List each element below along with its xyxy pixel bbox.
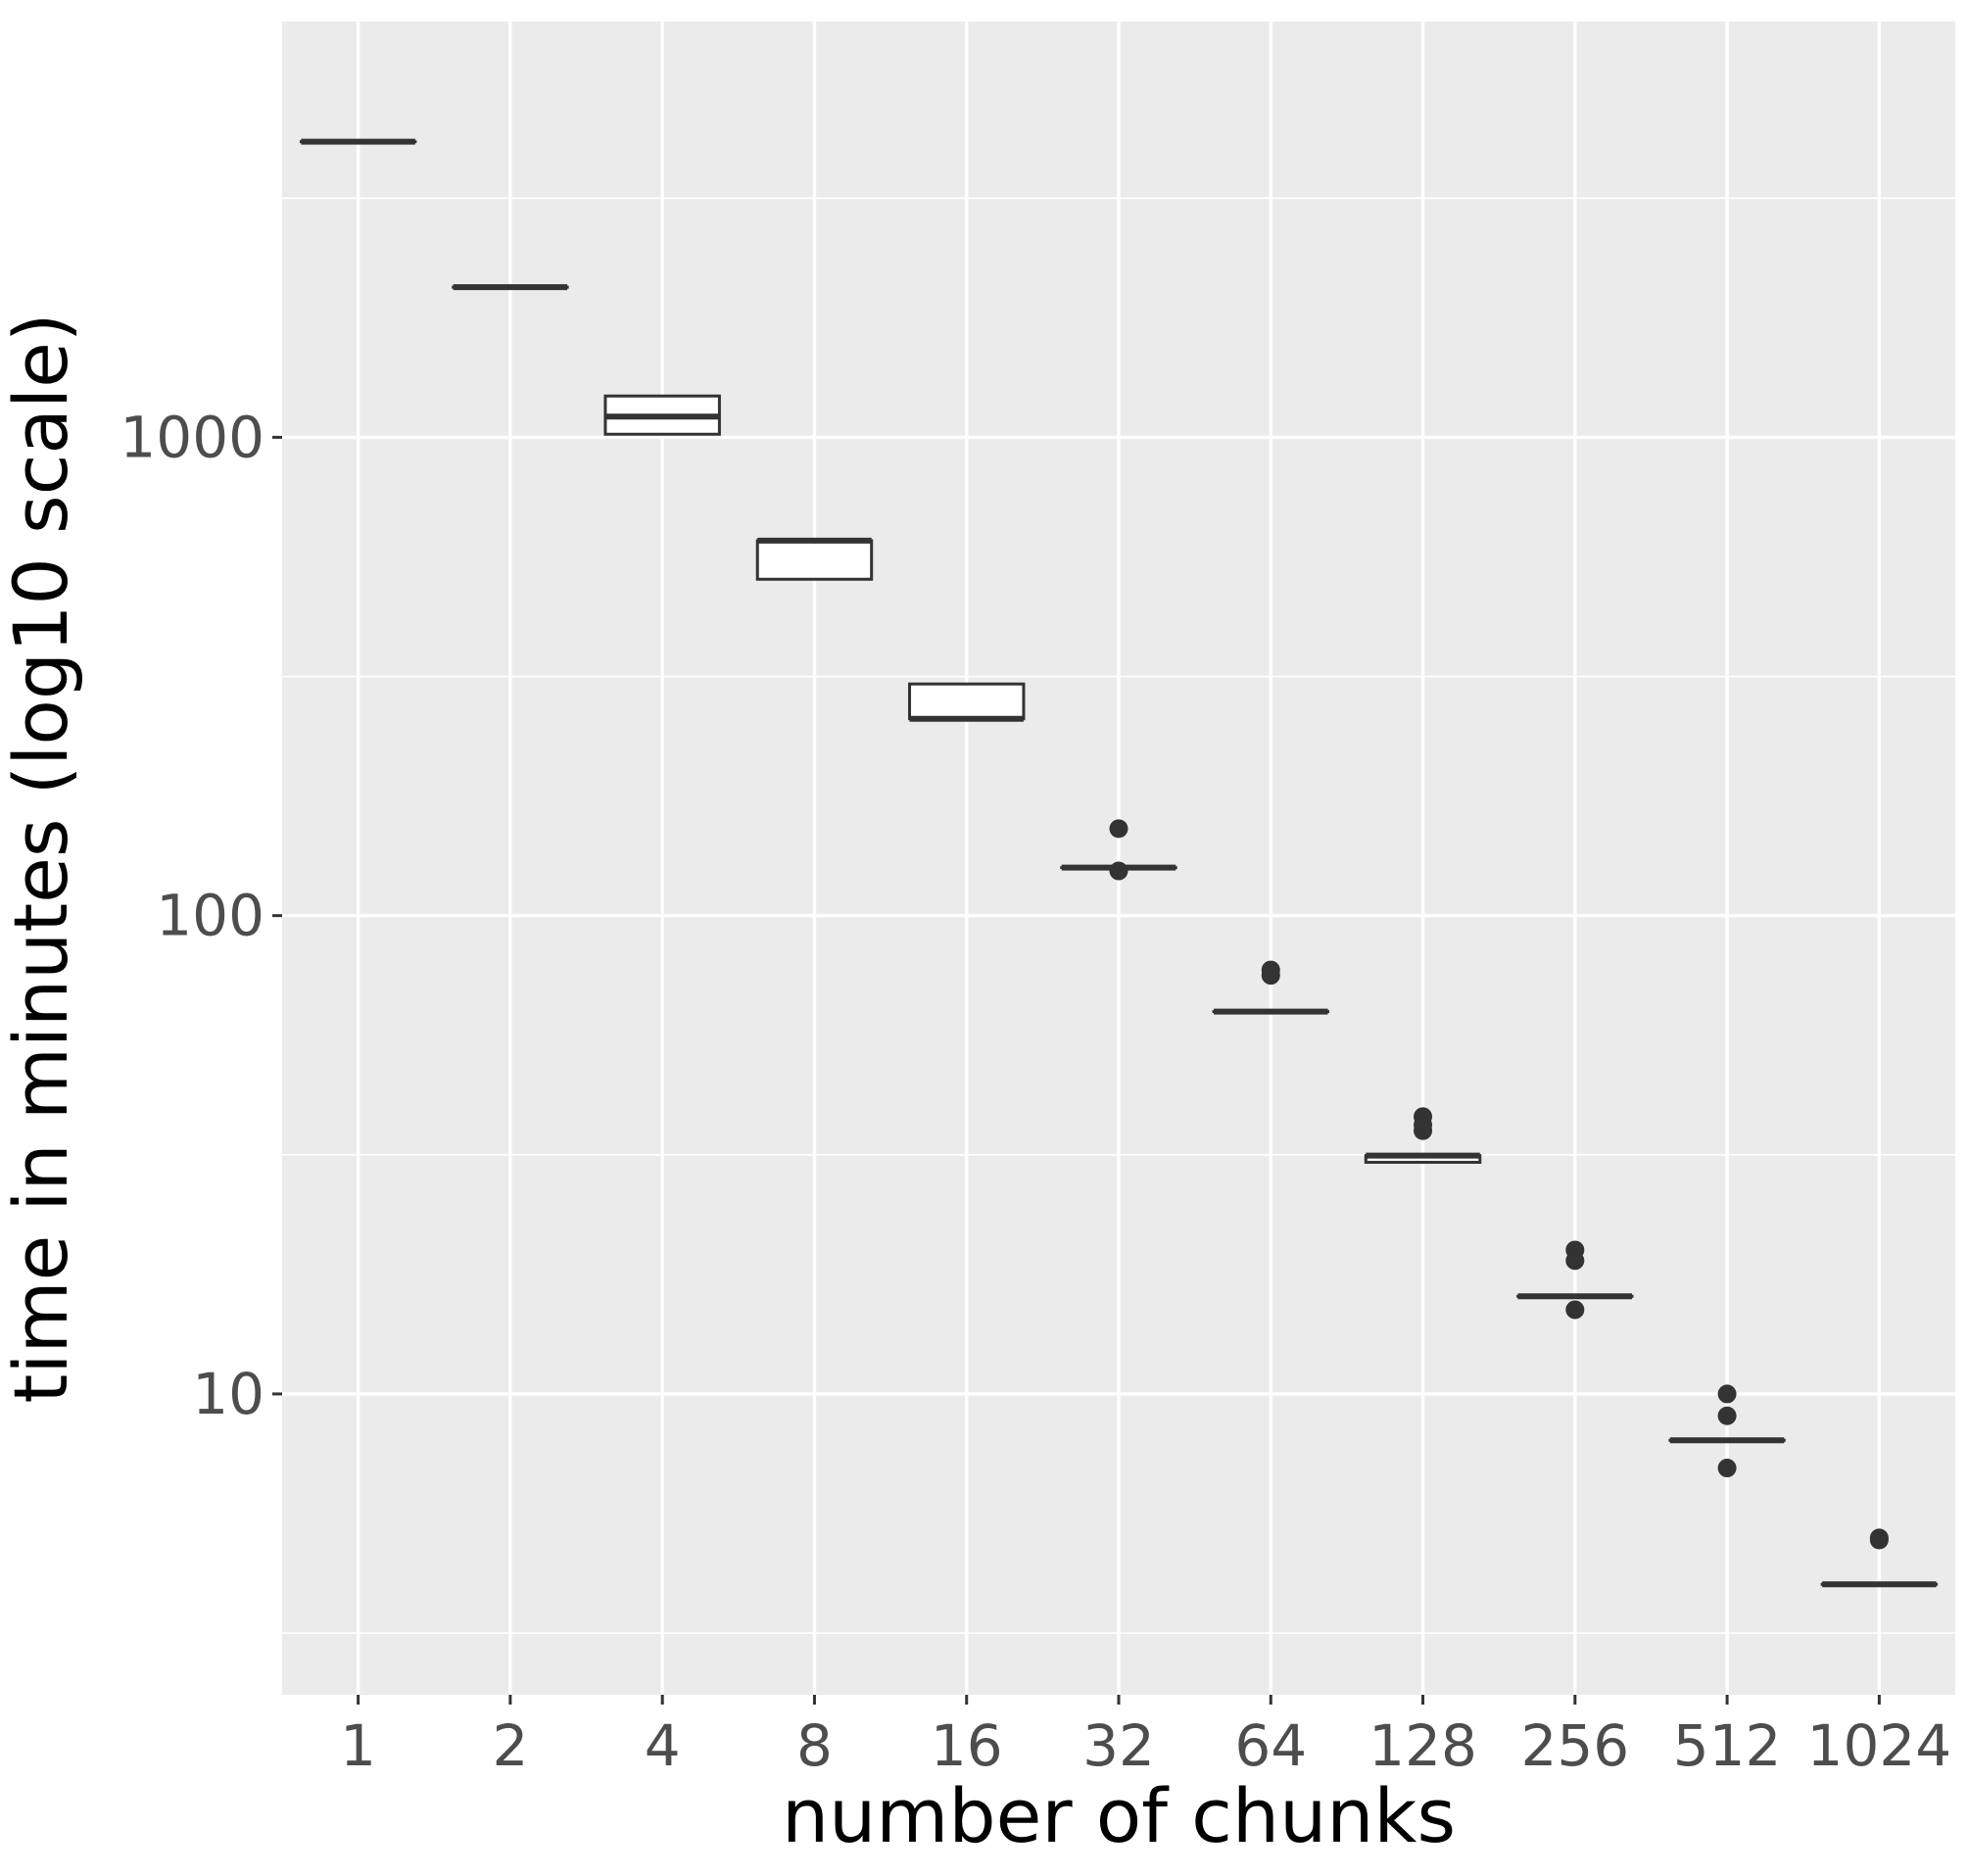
box-1024 — [1820, 1528, 1939, 1588]
outlier-point — [1717, 1384, 1737, 1404]
x-tick-label: 128 — [1368, 1712, 1477, 1779]
box-256 — [1516, 1240, 1634, 1320]
box-128 — [1364, 1107, 1482, 1164]
y-tick-label: 100 — [156, 883, 264, 949]
x-tick-label: 1024 — [1807, 1712, 1952, 1779]
box-8 — [755, 537, 874, 581]
x-tick-label: 256 — [1520, 1712, 1629, 1779]
major-gridlines — [282, 22, 1955, 1695]
x-axis-title: number of chunks — [782, 1772, 1456, 1859]
x-axis: 1 2 4 8 16 32 64 128 256 512 1024 — [340, 1695, 1951, 1779]
outlier-point — [1717, 1406, 1737, 1425]
x-tick-label: 8 — [796, 1712, 833, 1779]
x-tick-label: 4 — [645, 1712, 681, 1779]
outlier-point — [1565, 1251, 1585, 1271]
boxes-layer — [299, 138, 1939, 1588]
x-tick-label: 2 — [492, 1712, 528, 1779]
box-512 — [1668, 1384, 1786, 1478]
y-axis-title: time in minutes (log10 scale) — [0, 313, 84, 1404]
outlier-point — [1565, 1300, 1585, 1320]
box-64 — [1212, 960, 1329, 1015]
outlier-point — [1414, 1121, 1433, 1140]
x-tick-label: 512 — [1673, 1712, 1782, 1779]
box-body — [908, 682, 1026, 721]
box-4 — [603, 394, 721, 436]
x-tick-label: 32 — [1082, 1712, 1155, 1779]
y-tick-label: 10 — [192, 1361, 264, 1427]
outlier-point — [1109, 861, 1128, 881]
x-tick-label: 1 — [340, 1712, 376, 1779]
outlier-point — [1869, 1530, 1889, 1550]
y-tick-label: 1000 — [120, 404, 264, 470]
outlier-point — [1717, 1459, 1737, 1478]
y-axis: 10 100 1000 — [120, 404, 282, 1427]
x-tick-label: 64 — [1234, 1712, 1307, 1779]
x-tick-label: 16 — [931, 1712, 1003, 1779]
outlier-point — [1109, 819, 1128, 839]
box-16 — [908, 682, 1026, 722]
box-body — [755, 539, 874, 581]
box-32 — [1060, 819, 1177, 881]
outlier-point — [1261, 966, 1280, 986]
